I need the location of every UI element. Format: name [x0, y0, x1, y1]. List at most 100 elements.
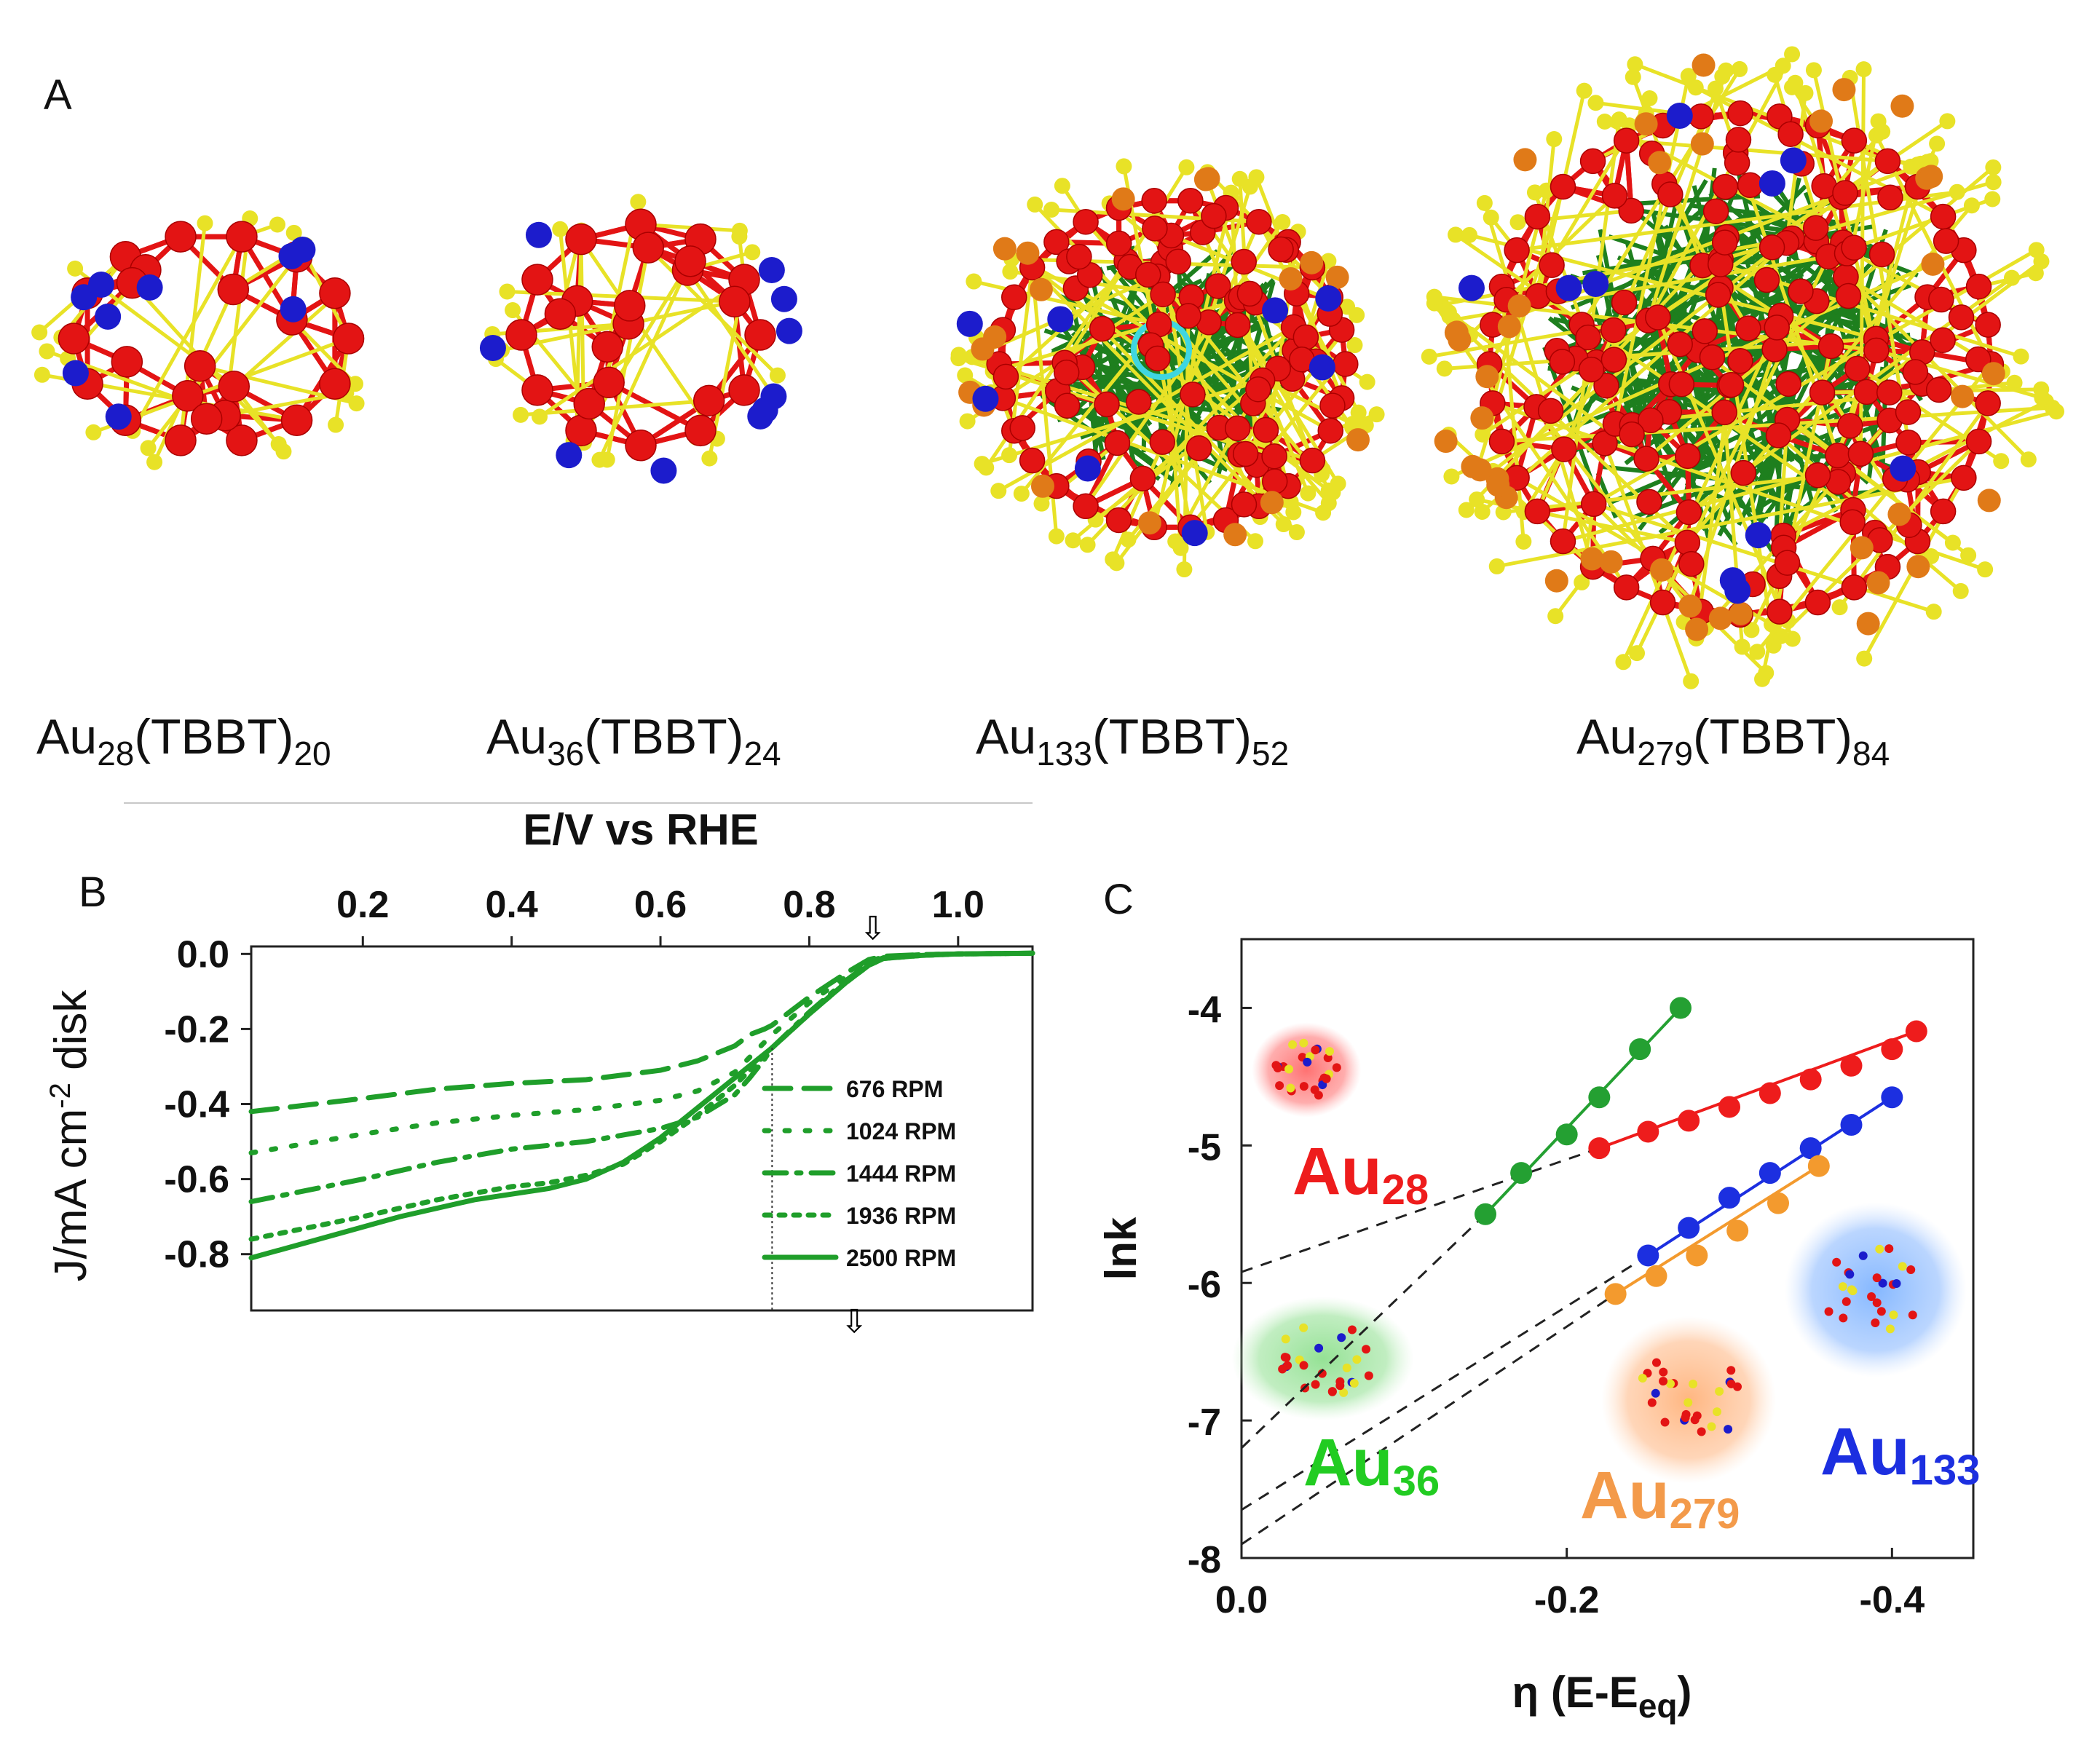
gold-atom [1841, 234, 1867, 261]
gold-atom [1009, 415, 1035, 441]
gold-atom [1224, 415, 1251, 441]
sulfur-atom [39, 343, 55, 360]
extrapolation-line [1241, 1147, 1600, 1273]
gold-atom [1761, 336, 1788, 363]
blue-atom [650, 457, 677, 484]
blue-atom [760, 383, 787, 410]
gold-atom [1735, 315, 1761, 341]
sulfur-atom [1960, 547, 1977, 563]
inset-atom [1875, 1244, 1884, 1254]
cluster-inset-glow [1252, 1022, 1362, 1118]
sulfur-atom [33, 366, 50, 383]
sulfur-atom [1734, 638, 1750, 655]
gold-atom [1930, 498, 1957, 525]
orange-atom [1921, 252, 1945, 276]
sulfur-atom [1247, 533, 1263, 550]
inset-atom [1842, 1297, 1851, 1306]
sulfur-atom [2033, 381, 2050, 398]
gold-atom [1575, 324, 1601, 351]
inset-atom [1314, 1343, 1324, 1353]
gold-atom [1618, 197, 1644, 224]
y-tick-label: -0.8 [164, 1234, 229, 1276]
inset-atom [1885, 1324, 1895, 1334]
sulfur-atom [1461, 226, 1478, 243]
blue-atom [1555, 274, 1582, 301]
gold-atom [1549, 349, 1576, 375]
inset-atom [1845, 1270, 1855, 1279]
sulfur-atom [1547, 608, 1564, 625]
cluster-au279-structure [1421, 46, 2064, 689]
gold-atom [1699, 344, 1726, 371]
inset-atom [1325, 1047, 1334, 1056]
panel-c-y-title: lnk [1097, 1217, 1145, 1280]
sulfur-bond [1207, 186, 1252, 323]
blue-atom [278, 242, 305, 269]
orange-atom [1650, 558, 1674, 582]
gold-atom [1246, 208, 1272, 235]
sulfur-atom [2013, 348, 2029, 365]
sulfur-atom [1929, 135, 1946, 152]
gold-atom [728, 374, 760, 406]
inset-atom [1867, 1292, 1876, 1301]
inset-atom [1838, 1282, 1847, 1292]
sulfur-bond [1836, 161, 1930, 456]
sulfur-atom [1874, 123, 1891, 140]
sulfur-bond [1480, 237, 1793, 513]
inset-atom [1660, 1417, 1670, 1427]
inset-atom [1847, 1285, 1856, 1294]
sulfur-atom [1339, 298, 1356, 315]
sulfur-bond [605, 247, 650, 460]
orange-atom [1470, 406, 1494, 430]
inset-atom [1651, 1358, 1661, 1367]
gold-atom [1774, 550, 1801, 576]
gold-atom [1619, 421, 1645, 448]
chart-c-frame [1240, 938, 1975, 1559]
gold-atom [1268, 236, 1294, 263]
orange-atom [1887, 502, 1911, 526]
gold-atom [1645, 304, 1671, 331]
gold-atom [165, 424, 197, 456]
sulfur-atom [1855, 61, 1872, 78]
sulfur-atom [1458, 502, 1475, 518]
sulfur-atom [1546, 131, 1563, 148]
inset-atom [1683, 1398, 1693, 1407]
sulfur-atom [1925, 604, 1942, 620]
gold-atom [1764, 315, 1791, 341]
gold-atom [521, 264, 553, 296]
sulfur-atom [31, 324, 48, 341]
y-tick-label: -0.2 [164, 1008, 229, 1051]
orange-atom [1434, 430, 1458, 454]
gold-atom [1185, 435, 1212, 462]
sulfur-atom [285, 224, 302, 241]
orange-atom [1461, 454, 1485, 478]
orange-atom [1513, 148, 1537, 172]
legend-label: 2500 RPM [846, 1245, 956, 1271]
chart-c: 0.0 -0.2 -0.4 -4 -5 -6 -7 -8 lnk η (E-Eeq) Au28… [1097, 938, 1980, 1725]
gold-atom [1649, 589, 1676, 616]
gold-atom [58, 323, 90, 355]
gold-atom [1765, 422, 1792, 448]
gold-atom [1758, 234, 1785, 261]
gold-atom [1712, 173, 1739, 200]
sulfur-atom [1344, 416, 1361, 432]
blue-atom [1074, 455, 1101, 482]
sulfur-atom [2027, 265, 2044, 282]
inset-atom [1342, 1363, 1351, 1372]
chart-c-cluster-insets [1231, 1022, 1967, 1484]
orange-atom [1890, 94, 1914, 118]
gold-atom [1524, 203, 1551, 230]
gold-atom [319, 277, 351, 309]
gold-atom [1524, 498, 1551, 525]
sulfur-atom [1627, 56, 1643, 73]
gold-atom [1832, 180, 1858, 206]
sulfur-atom [1718, 62, 1734, 79]
gold-atom [1674, 529, 1701, 556]
sulfur-bond [1592, 502, 1767, 675]
gold-atom [1803, 215, 1829, 241]
x-tick-label: -0.4 [1860, 1579, 1925, 1621]
inset-atom [1824, 1307, 1833, 1316]
gold-atom [1767, 598, 1793, 625]
gold-atom [1504, 237, 1530, 264]
sulfur-atom [1001, 447, 1018, 464]
gold-atom [1702, 198, 1729, 224]
